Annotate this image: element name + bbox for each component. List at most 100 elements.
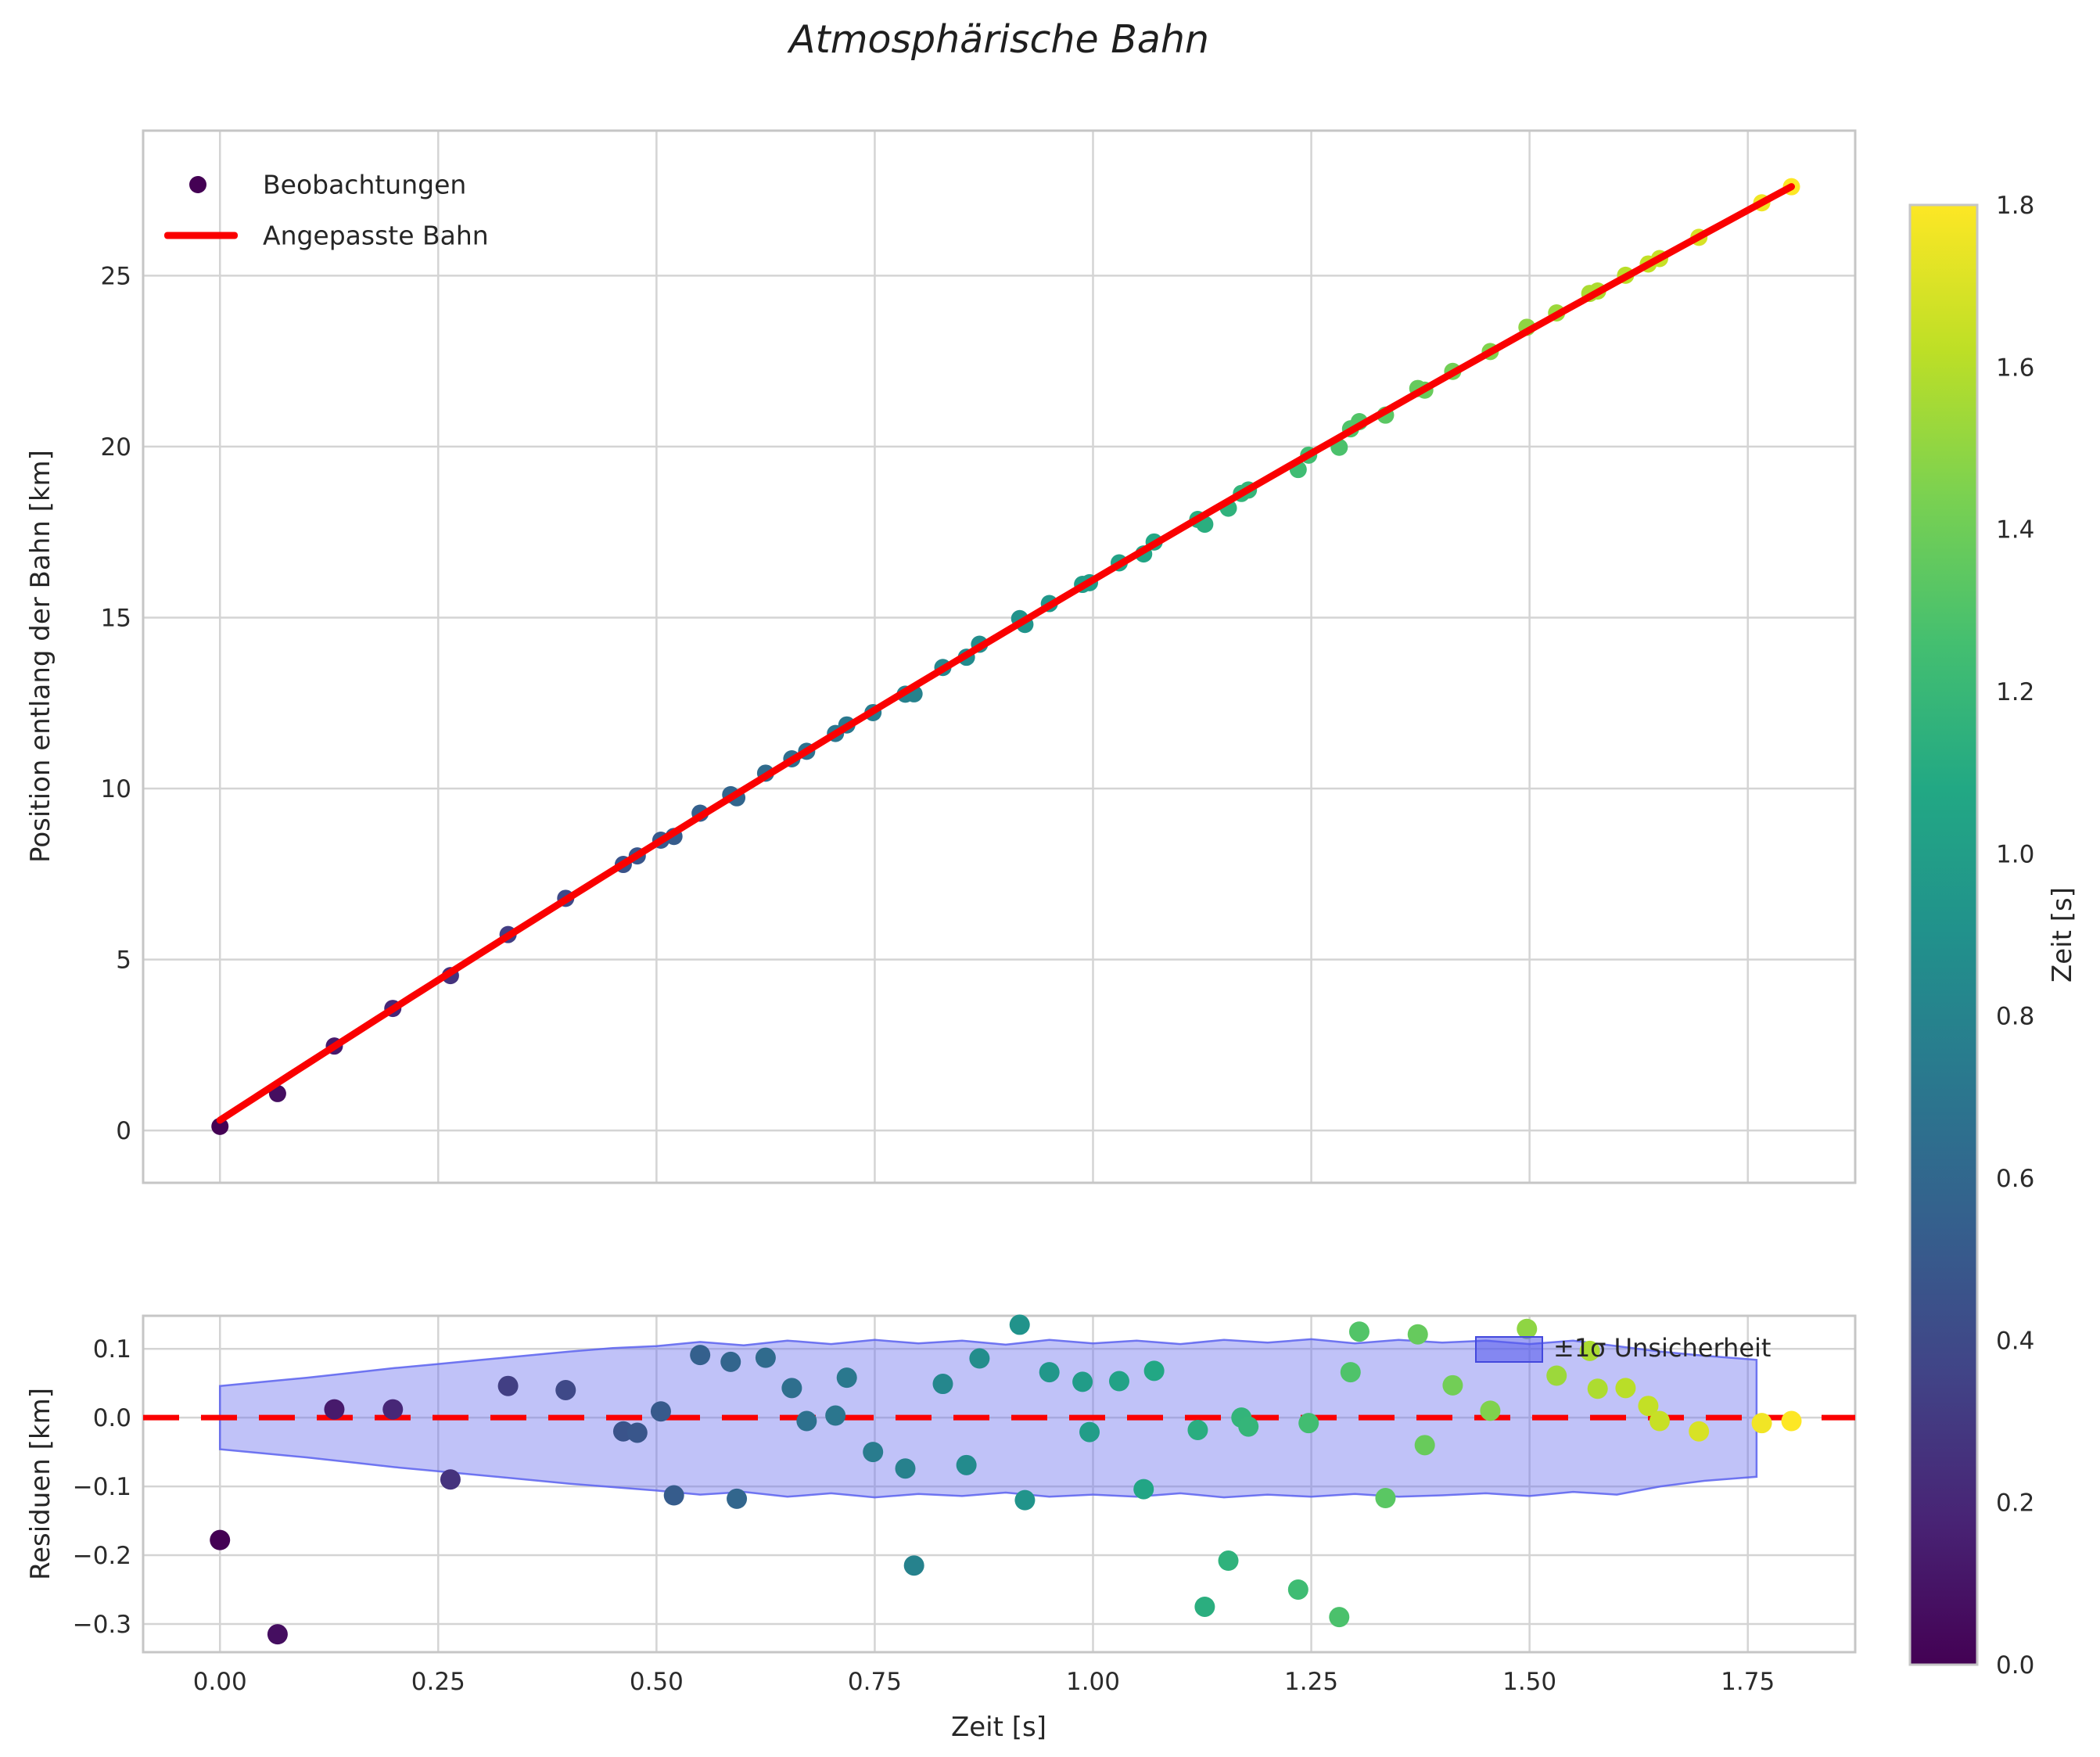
residual-point: [969, 1348, 990, 1369]
residual-point: [727, 1488, 748, 1509]
residual-point: [1072, 1371, 1093, 1392]
tick-label-x: 0.00: [193, 1668, 247, 1696]
residual-point: [1615, 1378, 1636, 1399]
residual-point: [1079, 1421, 1100, 1443]
residual-point: [497, 1375, 519, 1396]
residual-scatter-points: [210, 1314, 1802, 1645]
trajectory-axes: [142, 129, 1857, 1184]
tick-label-y-top: 15: [101, 604, 131, 632]
residual-point: [932, 1374, 953, 1395]
colorbar-tick-label: 0.0: [1996, 1651, 2034, 1680]
residual-point: [1298, 1413, 1319, 1434]
residual-point: [1546, 1365, 1567, 1386]
scatter-point: [211, 1117, 229, 1135]
residual-point: [1375, 1488, 1396, 1509]
tick-label-y-top: 25: [101, 262, 131, 290]
residual-point: [1414, 1435, 1435, 1456]
residual-point: [903, 1555, 924, 1576]
legend-observations-label: Beobachtungen: [263, 169, 467, 200]
tick-label-x: 0.25: [411, 1668, 465, 1696]
fit-line-swatch-icon: [164, 232, 238, 239]
legend-fit-label: Angepasste Bahn: [263, 220, 489, 251]
residual-point: [1587, 1378, 1608, 1399]
residual-point: [1751, 1413, 1772, 1434]
colorbar-tick-label: 0.4: [1996, 1327, 2034, 1355]
tick-label-y-top: 20: [101, 433, 131, 462]
colorbar-tick-label: 1.2: [1996, 678, 2034, 706]
colorbar-tick-label: 0.8: [1996, 1003, 2034, 1031]
tick-label-y-top: 10: [101, 775, 131, 803]
residuals-spine: [142, 1314, 1857, 1654]
residual-point: [1517, 1318, 1538, 1339]
residual-point: [1480, 1400, 1501, 1421]
residual-point: [781, 1378, 802, 1399]
residual-point: [210, 1529, 231, 1550]
colorbar-tick-label: 1.8: [1996, 192, 2034, 220]
residual-point: [663, 1485, 684, 1506]
residual-point: [1039, 1362, 1060, 1383]
tick-label-x: 0.75: [848, 1668, 902, 1696]
residual-point: [555, 1379, 576, 1400]
residual-point: [1009, 1314, 1030, 1335]
residual-point: [382, 1399, 404, 1420]
legend-uncertainty-label: ±1σ Unsicherheit: [1553, 1333, 1772, 1363]
residual-point: [1649, 1410, 1670, 1432]
residual-point: [1143, 1360, 1165, 1382]
x-axis-label: Zeit [s]: [950, 1712, 1047, 1743]
tick-label-y-bottom: −0.3: [73, 1611, 131, 1639]
trajectory-spine: [142, 129, 1857, 1184]
fitted-trajectory-line: [216, 183, 1795, 1124]
tick-label-y-bottom: −0.1: [73, 1473, 131, 1501]
residual-point: [1340, 1362, 1361, 1383]
residual-point: [836, 1367, 857, 1389]
residual-point: [956, 1454, 977, 1475]
tick-label-x: 1.00: [1066, 1668, 1120, 1696]
colorbar-gradient: [1908, 203, 1979, 1666]
tick-label-y-bottom: 0.0: [93, 1404, 131, 1432]
residual-point: [1579, 1340, 1600, 1361]
residual-point: [1194, 1596, 1215, 1617]
tick-label-y-top: 5: [116, 947, 131, 975]
colorbar-label: Zeit [s]: [2047, 886, 2078, 983]
top-y-axis-label: Position entlang der Bahn [km]: [25, 450, 56, 863]
residual-point: [1187, 1419, 1208, 1440]
residual-point: [690, 1345, 711, 1366]
residual-point: [324, 1399, 345, 1420]
tick-label-x: 1.25: [1284, 1668, 1338, 1696]
tick-label-y-bottom: −0.2: [73, 1542, 131, 1570]
residual-point: [1014, 1489, 1036, 1511]
residual-point: [1287, 1579, 1308, 1600]
colorbar-tick-label: 0.2: [1996, 1489, 2034, 1518]
residual-point: [1781, 1410, 1802, 1432]
colorbar-tick-label: 1.4: [1996, 516, 2034, 544]
residuals-axes: [142, 1314, 1857, 1654]
residual-point: [267, 1624, 288, 1645]
trajectory-scatter-points: [211, 178, 1800, 1135]
uncertainty-band-swatch-icon: [1475, 1336, 1543, 1363]
residual-point: [720, 1351, 741, 1372]
residual-point: [863, 1442, 884, 1463]
residual-point: [755, 1347, 776, 1368]
residual-point: [1442, 1374, 1463, 1396]
residual-point: [1238, 1416, 1259, 1437]
residual-point: [1348, 1321, 1369, 1342]
observations-marker-icon: [189, 176, 206, 193]
colorbar-tick-label: 1.0: [1996, 840, 2034, 868]
figure-title: Atmosphärische Bahn: [789, 17, 1209, 62]
residual-point: [650, 1401, 671, 1422]
residual-point: [1407, 1324, 1428, 1345]
residual-point: [1108, 1371, 1129, 1392]
residual-point: [796, 1410, 817, 1432]
residual-point: [895, 1458, 916, 1479]
tick-label-x: 1.75: [1721, 1668, 1775, 1696]
colorbar-tick-label: 1.6: [1996, 354, 2034, 382]
tick-label-x: 0.50: [630, 1668, 684, 1696]
residual-point: [1133, 1479, 1154, 1500]
residual-point: [825, 1405, 846, 1426]
residual-point: [1218, 1550, 1239, 1572]
residual-point: [1638, 1396, 1659, 1417]
residual-point: [440, 1469, 461, 1490]
bottom-y-axis-label: Residuen [km]: [25, 1388, 56, 1580]
